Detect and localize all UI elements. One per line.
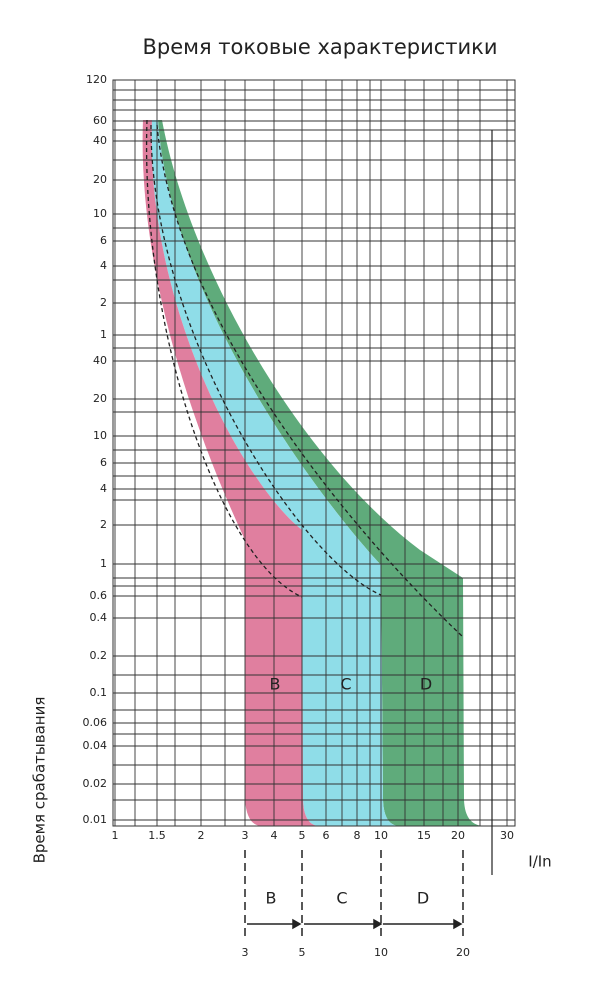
y-tick-label: 6 (100, 456, 107, 469)
y-tick-label: 40 (93, 134, 107, 147)
zone-c-area (151, 120, 400, 826)
x-tick-label: 10 (374, 829, 388, 842)
y-tick-label: 0.4 (90, 611, 108, 624)
x-tick-label: 1 (112, 829, 119, 842)
zone-label: C (340, 675, 351, 694)
zone-b-area (142, 120, 320, 826)
y-tick-label: 60 (93, 114, 107, 127)
zone-label: D (420, 675, 432, 694)
y-tick-label: 6 (100, 234, 107, 247)
x-tick-label: 30 (500, 829, 514, 842)
y-tick-label: 120 (86, 73, 107, 86)
bottom-scale (244, 850, 464, 940)
x-tick-label: 20 (451, 829, 465, 842)
curve-d (156, 124, 464, 638)
scale-zone-label: C (336, 889, 347, 908)
scale-label: 3 (242, 946, 249, 959)
y-tick-label: 2 (100, 518, 107, 531)
zone-label: B (270, 675, 281, 694)
arrows (247, 918, 463, 930)
x-tick-label: 2 (198, 829, 205, 842)
y-tick-label: 10 (93, 429, 107, 442)
x-axis-label: I/In (528, 853, 551, 871)
y-tick-label: 0.06 (83, 716, 108, 729)
scale-label: 20 (456, 946, 470, 959)
y-axis-label: Время срабатывания (31, 697, 49, 864)
x-tick-label: 5 (299, 829, 306, 842)
y-tick-label: 0.6 (90, 589, 108, 602)
y-tick-label: 0.01 (83, 813, 108, 826)
scale-label: 5 (299, 946, 306, 959)
y-tick-label: 20 (93, 392, 107, 405)
y-tick-label: 0.02 (83, 777, 108, 790)
x-tick-label: 1.5 (148, 829, 166, 842)
y-tick-label: 40 (93, 354, 107, 367)
x-tick-label: 6 (323, 829, 330, 842)
y-tick-label: 1 (100, 557, 107, 570)
curve-b (145, 119, 303, 598)
curve-c (150, 124, 382, 596)
y-tick-label: 0.1 (90, 686, 108, 699)
y-tick-label: 0.2 (90, 649, 108, 662)
x-tick-label: 8 (354, 829, 361, 842)
scale-zone-label: B (266, 889, 277, 908)
chart-title: Время токовые характеристики (142, 35, 497, 59)
y-tick-label: 4 (100, 482, 107, 495)
x-tick-label: 4 (271, 829, 278, 842)
x-tick-label: 3 (242, 829, 249, 842)
scale-label: 10 (374, 946, 388, 959)
grid (112, 79, 516, 827)
y-tick-label: 10 (93, 207, 107, 220)
y-tick-label: 4 (100, 259, 107, 272)
scale-zone-label: D (417, 889, 429, 908)
y-tick-label: 20 (93, 173, 107, 186)
x-tick-label: 15 (417, 829, 431, 842)
y-tick-label: 0.04 (83, 739, 108, 752)
y-tick-label: 2 (100, 296, 107, 309)
y-tick-label: 1 (100, 328, 107, 341)
zone-d-area (158, 120, 485, 826)
